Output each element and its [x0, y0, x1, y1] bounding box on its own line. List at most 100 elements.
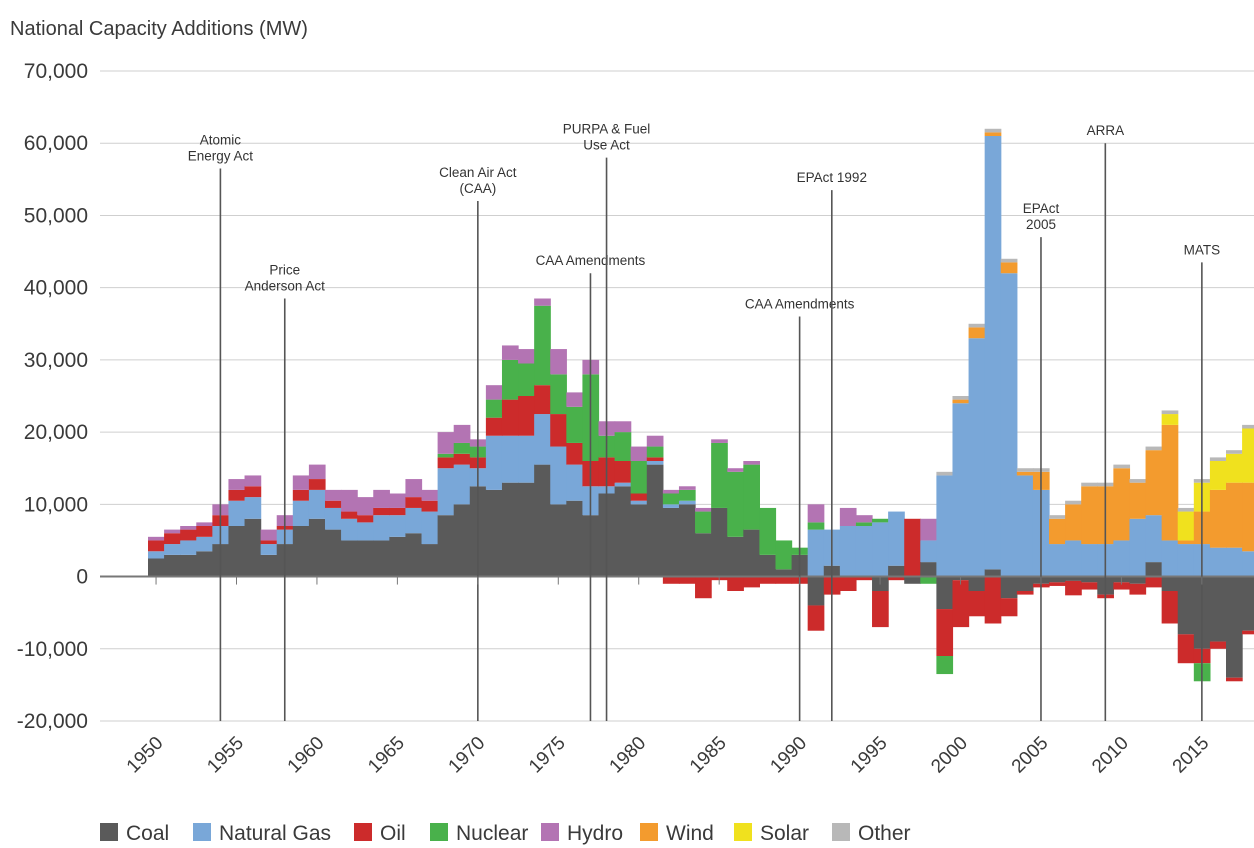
x-tick-label: 1965: [364, 733, 409, 778]
bar-segment: [292, 489, 310, 501]
bar-segment: [1000, 598, 1018, 617]
bar-segment: [164, 554, 181, 577]
bar-segment: [662, 504, 680, 508]
bar-segment: [1226, 547, 1243, 577]
bar-segment: [373, 507, 390, 516]
bar-segment: [662, 507, 680, 577]
bar-segment: [341, 540, 358, 577]
bar-segment: [1129, 583, 1147, 595]
bar-segment: [630, 504, 648, 577]
bar-segment: [357, 540, 374, 577]
bar-segment: [1129, 576, 1147, 584]
bar-segment: [453, 504, 471, 577]
bar-segment: [1145, 576, 1163, 588]
bar-segment: [984, 136, 1002, 570]
bar-segment: [196, 551, 213, 577]
bar-segment: [228, 526, 246, 577]
bar-segment: [759, 554, 777, 577]
bar-segment: [1226, 450, 1243, 454]
bar-segment: [968, 323, 986, 328]
bar-segment: [646, 464, 664, 577]
y-tick-label: -20,000: [17, 710, 88, 733]
bar-segment: [727, 471, 744, 537]
bar-segment: [678, 486, 696, 490]
legend-swatch: [193, 823, 211, 841]
bar-segment: [405, 533, 423, 577]
bar-segment: [968, 591, 986, 617]
bar-segment: [872, 591, 889, 628]
y-tick-label: 60,000: [24, 132, 88, 155]
bar-segment: [1177, 634, 1195, 664]
bar-segment: [1049, 515, 1066, 519]
bar-segment: [614, 432, 632, 461]
bar-segment: [1129, 518, 1147, 577]
x-tick-label: 1985: [686, 733, 731, 778]
bar-segment: [244, 518, 262, 577]
bar-segment: [968, 576, 986, 591]
bar-segment: [1065, 580, 1082, 596]
bar-segment: [244, 497, 262, 519]
bar-segment: [534, 464, 551, 577]
bar-segment: [373, 515, 390, 541]
x-tick-label: 1955: [203, 733, 248, 778]
y-tick-label: 70,000: [24, 60, 88, 83]
bar-segment: [920, 562, 937, 577]
bar-segment: [872, 518, 889, 523]
bar-segment: [1145, 446, 1163, 451]
bar-segment: [292, 500, 310, 526]
bar-segment: [357, 497, 374, 516]
bar-segment: [646, 435, 664, 447]
bar-segment: [148, 536, 165, 541]
legend-label: Wind: [666, 822, 714, 845]
bar-segment: [437, 468, 455, 516]
bar-segment: [1242, 551, 1254, 577]
annotation-label: Anderson Act: [245, 279, 326, 294]
x-tick-label: 2005: [1008, 733, 1053, 778]
bar-segment: [421, 500, 439, 512]
bar-segment: [421, 489, 439, 501]
bar-segment: [1000, 273, 1018, 577]
annotation-label: CAA Amendments: [536, 253, 646, 268]
bar-segment: [1145, 450, 1163, 516]
bar-segment: [614, 486, 632, 577]
bar-segment: [662, 576, 680, 584]
bar-segment: [614, 461, 632, 483]
bar-segment: [1242, 630, 1254, 635]
bar-segment: [485, 417, 503, 436]
bar-segment: [807, 605, 825, 631]
bar-segment: [614, 421, 632, 433]
legend: Coal Natural Gas Oil Nuclear Hydro Wind Solar O…: [100, 822, 911, 845]
bar-segment: [437, 453, 455, 458]
bar-segment: [485, 489, 503, 577]
bar-segment: [1113, 464, 1131, 469]
bar-segment: [1129, 482, 1147, 519]
bar-segment: [678, 500, 696, 505]
gridlines: [100, 70, 1254, 722]
bar-segment: [1016, 468, 1034, 472]
bar-segment: [292, 475, 310, 490]
x-tick-label: 1970: [445, 733, 490, 778]
bar-segment: [630, 500, 648, 505]
bar-segment: [839, 526, 857, 577]
bar-segment: [807, 576, 825, 606]
bar-segment: [1242, 576, 1254, 631]
bar-segment: [1209, 461, 1227, 490]
y-axis-label: National Capacity Additions (MW): [10, 18, 308, 40]
bar-segment: [952, 403, 970, 577]
bar-segment: [1177, 511, 1195, 541]
y-tick-label: 30,000: [24, 349, 88, 372]
bar-segment: [1209, 641, 1227, 649]
bar-segment: [308, 464, 326, 480]
bar-segment: [501, 399, 519, 436]
bar-segment: [405, 507, 423, 534]
bar-segment: [743, 464, 760, 530]
bar-segment: [1226, 482, 1243, 548]
bar-segment: [180, 526, 197, 530]
bar-segment: [196, 522, 213, 526]
legend-swatch: [354, 823, 372, 841]
bar-segment: [936, 576, 954, 610]
bar-segment: [292, 526, 310, 577]
bar-segment: [1209, 547, 1227, 577]
x-tick-label: 1975: [525, 733, 570, 778]
bar-segment: [872, 522, 889, 577]
